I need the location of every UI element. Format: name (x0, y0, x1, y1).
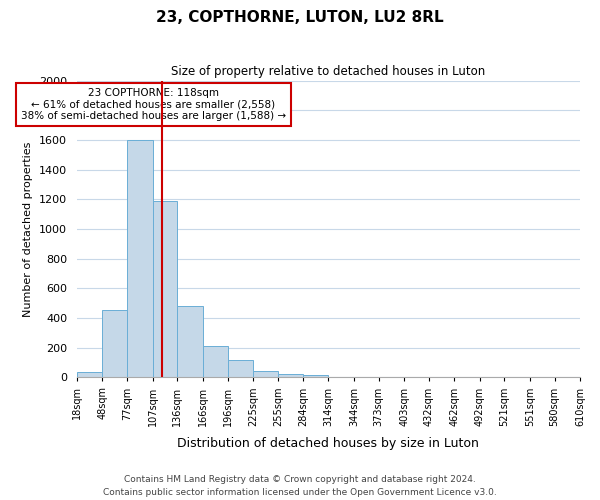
Text: Contains HM Land Registry data © Crown copyright and database right 2024.
Contai: Contains HM Land Registry data © Crown c… (103, 476, 497, 497)
X-axis label: Distribution of detached houses by size in Luton: Distribution of detached houses by size … (178, 437, 479, 450)
Bar (278, 374, 303, 378)
Text: 23 COPTHORNE: 118sqm
← 61% of detached houses are smaller (2,558)
38% of semi-de: 23 COPTHORNE: 118sqm ← 61% of detached h… (21, 88, 286, 121)
Y-axis label: Number of detached properties: Number of detached properties (23, 142, 34, 316)
Bar (77, 372, 103, 378)
Bar (203, 346, 228, 378)
Bar (152, 201, 177, 378)
Bar (303, 375, 328, 378)
Bar (228, 360, 253, 378)
Title: Size of property relative to detached houses in Luton: Size of property relative to detached ho… (172, 65, 485, 78)
Bar (253, 370, 278, 378)
Bar (103, 310, 127, 378)
Bar (328, 376, 354, 378)
Text: 23, COPTHORNE, LUTON, LU2 8RL: 23, COPTHORNE, LUTON, LU2 8RL (156, 10, 444, 25)
Bar (127, 140, 152, 378)
Bar (177, 306, 203, 378)
